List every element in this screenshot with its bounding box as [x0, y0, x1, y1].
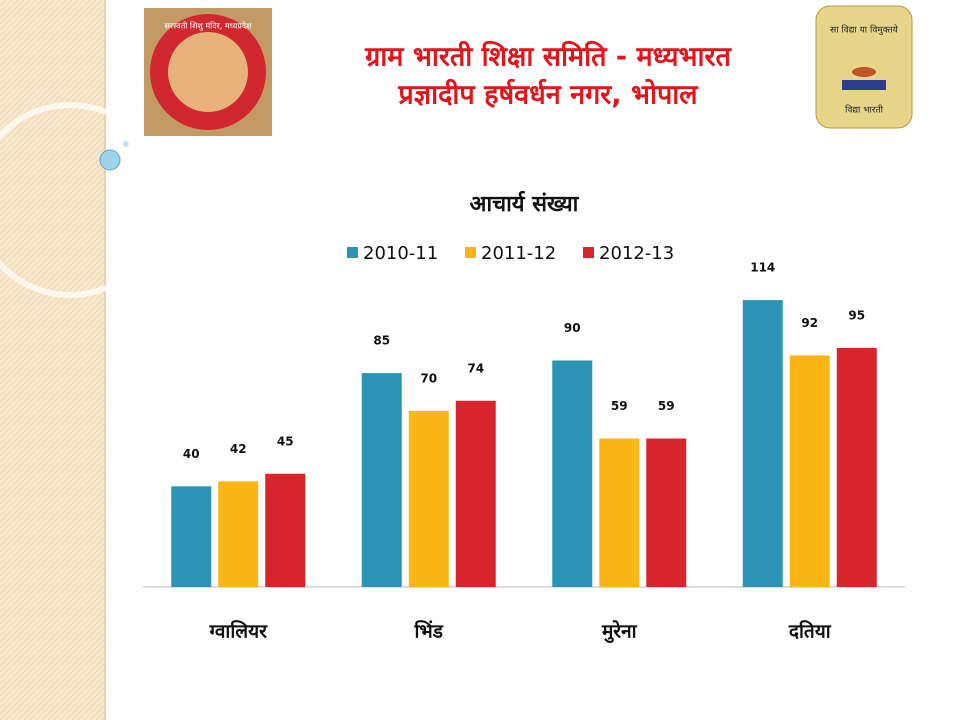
logo-book — [842, 80, 886, 90]
x-tick-label: ग्वालियर — [209, 620, 269, 643]
logo-text: सरस्वती शिशु मंदिर, मध्यप्रदेश — [164, 21, 252, 32]
value-label: 59 — [658, 399, 675, 413]
logo-text: विद्या भारती — [845, 104, 884, 116]
bar — [218, 481, 259, 587]
logo-text: सा विद्या या विमुक्तये — [830, 24, 899, 36]
bar — [552, 360, 593, 587]
x-tick-label: मुरेना — [601, 620, 638, 644]
chart-title: आचार्य संख्या — [470, 190, 580, 217]
bar — [742, 300, 783, 587]
header-line: प्रज्ञादीप हर्षवर्धन नगर, भोपाल — [397, 79, 699, 111]
legend-swatch — [347, 247, 358, 258]
deco-bubble — [123, 141, 129, 147]
value-label: 114 — [750, 261, 775, 275]
value-label: 92 — [801, 316, 818, 330]
value-label: 70 — [420, 371, 437, 385]
right-logo: सा विद्या या विमुक्तये विद्या भारती — [815, 5, 913, 129]
x-tick-label: भिंड — [414, 620, 444, 643]
bar — [171, 486, 212, 587]
value-label: 85 — [373, 334, 390, 348]
value-label: 95 — [848, 308, 865, 322]
left-logo: सरस्वती शिशु मंदिर, मध्यप्रदेश — [144, 8, 272, 136]
bar — [646, 438, 687, 587]
value-label: 90 — [564, 321, 581, 335]
bar — [265, 473, 306, 587]
deco-bubble — [99, 149, 121, 171]
bar — [789, 355, 830, 587]
x-tick-label: दतिया — [788, 620, 832, 643]
legend-label: 2010-11 — [363, 243, 438, 264]
bar — [836, 347, 877, 587]
value-label: 42 — [230, 442, 247, 456]
legend-swatch — [583, 247, 594, 258]
header-line: ग्राम भारती शिक्षा समिति - मध्यभारत — [364, 41, 732, 73]
value-label: 45 — [277, 434, 294, 448]
value-label: 40 — [183, 447, 200, 461]
legend-label: 2012-13 — [599, 243, 674, 264]
bar — [361, 373, 402, 587]
logo-lamp — [852, 67, 876, 77]
bar — [455, 400, 496, 587]
deco-ring — [0, 102, 168, 298]
value-label: 74 — [467, 361, 484, 375]
legend-label: 2011-12 — [481, 243, 556, 264]
bar — [599, 438, 640, 587]
legend-swatch — [465, 247, 476, 258]
bar — [408, 410, 449, 587]
logo-center — [168, 32, 248, 112]
value-label: 59 — [611, 399, 628, 413]
